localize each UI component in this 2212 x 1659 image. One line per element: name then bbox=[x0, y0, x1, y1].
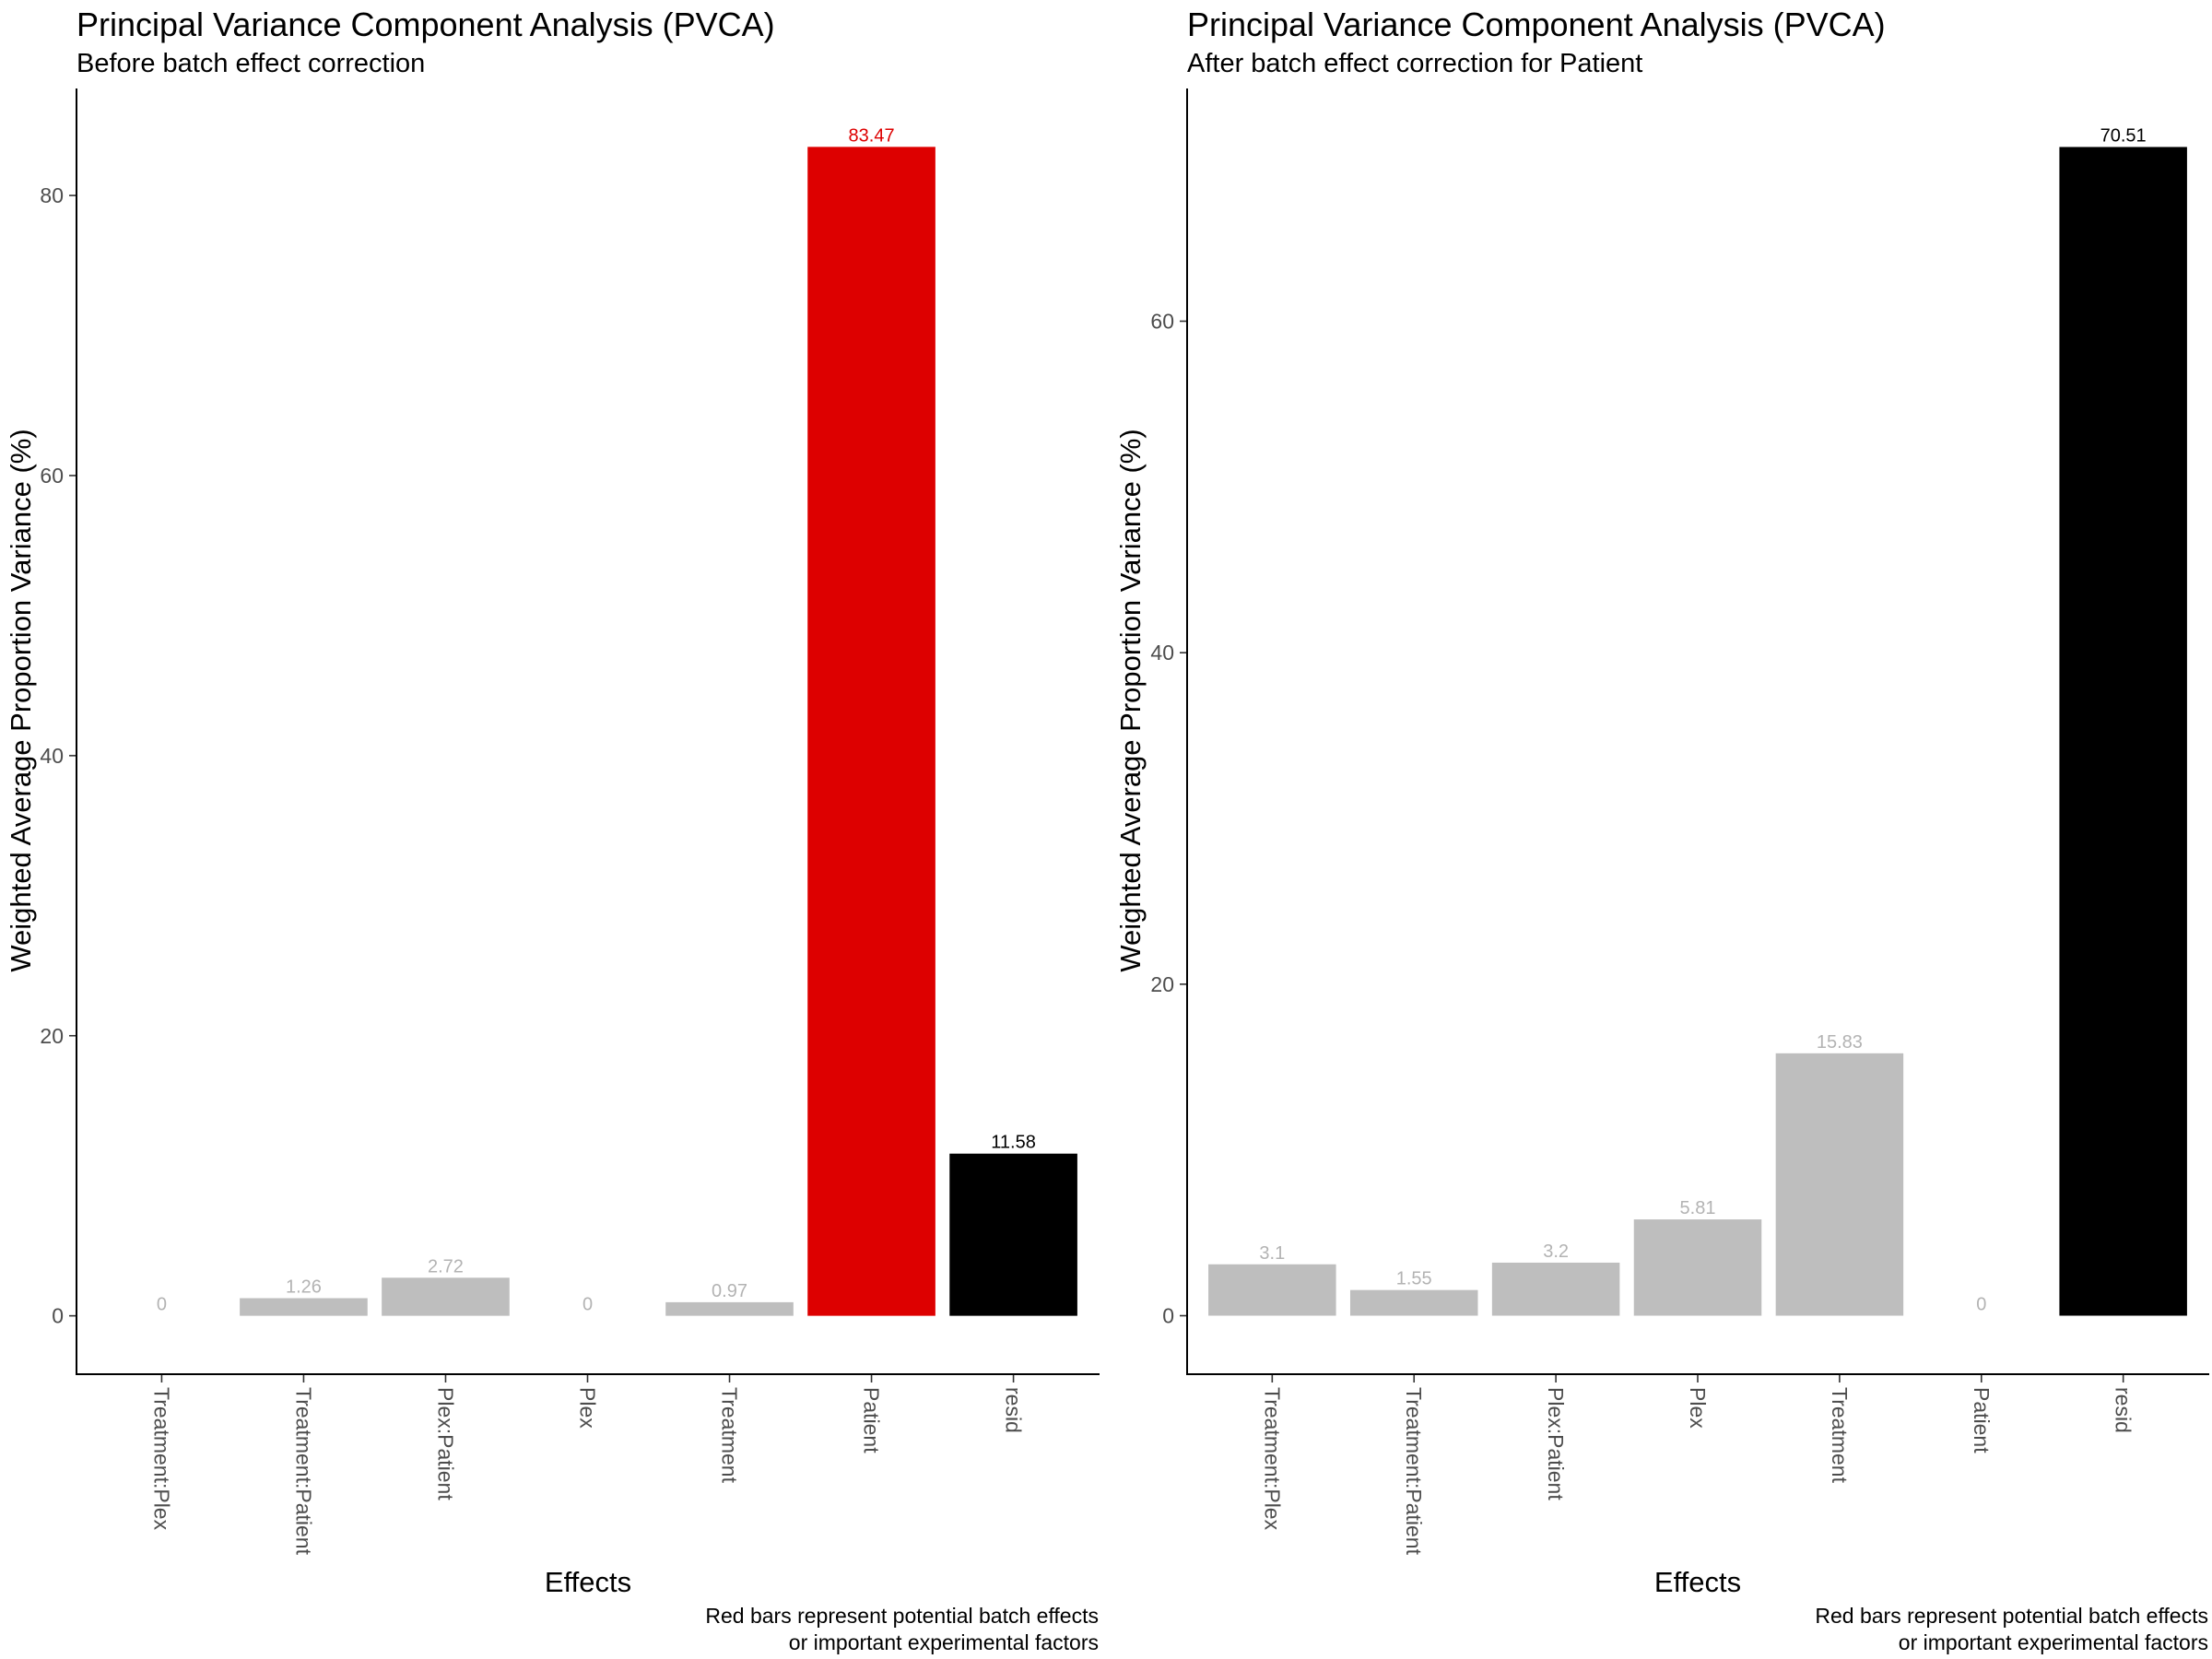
bar-plex bbox=[1633, 1219, 1762, 1316]
x-tick-label-treatment: Treatment bbox=[1828, 1387, 1852, 1484]
bar-treatment-patient bbox=[240, 1298, 368, 1316]
chart-subtitle: Before batch effect correction bbox=[76, 49, 425, 78]
y-ticks: 0 20 40 60 bbox=[1150, 309, 1187, 1328]
caption-line-1: Red bars represent potential batch effec… bbox=[1815, 1604, 2208, 1628]
x-tick-label-patient: Patient bbox=[860, 1387, 884, 1453]
x-tick-label-patient: Patient bbox=[1970, 1387, 1994, 1453]
bar-value-label-plex-patient: 2.72 bbox=[428, 1256, 464, 1277]
bar-treatment-patient bbox=[1349, 1289, 1478, 1316]
y-tick-label: 80 bbox=[40, 183, 64, 207]
chart-panel-before: Principal Variance Component Analysis (P… bbox=[5, 6, 1100, 1654]
y-axis-title: Weighted Average Proportion Variance (%) bbox=[5, 429, 37, 971]
y-tick-label: 20 bbox=[1150, 972, 1174, 996]
caption-line-2: or important experimental factors bbox=[789, 1630, 1099, 1654]
x-tick-label-treatment-patient: Treatment:Patient bbox=[1402, 1387, 1426, 1556]
bar-plex-patient bbox=[1491, 1262, 1620, 1316]
bar-value-label-plex: 0 bbox=[582, 1295, 593, 1315]
chart-title: Principal Variance Component Analysis (P… bbox=[1187, 6, 1886, 43]
y-ticks: 0 20 40 60 80 bbox=[40, 183, 76, 1328]
bar-treatment bbox=[665, 1301, 794, 1316]
bar-patient bbox=[807, 147, 935, 1316]
bar-value-label-treatment-plex: 3.1 bbox=[1259, 1243, 1285, 1264]
x-tick-label-treatment-plex: Treatment:Plex bbox=[149, 1387, 173, 1531]
x-tick-label-resid: resid bbox=[2112, 1387, 2136, 1433]
chart-panel-after: Principal Variance Component Analysis (P… bbox=[1114, 6, 2209, 1654]
x-ticks: Treatment:Plex Treatment:Patient Plex:Pati… bbox=[1260, 1374, 2136, 1556]
y-tick-label: 40 bbox=[1150, 641, 1174, 665]
x-tick-label-treatment-patient: Treatment:Patient bbox=[291, 1387, 315, 1556]
bar-value-label-treatment-plex: 0 bbox=[157, 1295, 167, 1315]
bar-value-label-treatment-patient: 1.55 bbox=[1396, 1269, 1432, 1289]
y-tick-label: 40 bbox=[40, 744, 64, 768]
x-tick-label-treatment: Treatment bbox=[718, 1387, 742, 1484]
bar-value-label-plex-patient: 3.2 bbox=[1543, 1241, 1569, 1262]
bar-labels: 3.1 1.55 3.2 5.81 15.83 0 70.51 bbox=[1259, 125, 2146, 1314]
x-axis-title: Effects bbox=[545, 1566, 631, 1598]
caption-line-1: Red bars represent potential batch effec… bbox=[705, 1604, 1099, 1628]
y-tick-label: 60 bbox=[40, 464, 64, 488]
y-tick-label: 60 bbox=[1150, 309, 1174, 333]
chart-title: Principal Variance Component Analysis (P… bbox=[76, 6, 775, 43]
bar-plex-patient bbox=[382, 1277, 510, 1316]
bar-value-label-patient: 83.47 bbox=[849, 125, 895, 146]
bar-value-label-patient: 0 bbox=[1976, 1295, 1986, 1315]
bar-resid bbox=[949, 1153, 1077, 1316]
bar-treatment-plex bbox=[1208, 1264, 1336, 1316]
bar-value-label-treatment: 15.83 bbox=[1817, 1032, 1863, 1053]
x-tick-label-plex: Plex bbox=[576, 1387, 600, 1429]
x-tick-label-plex-patient: Plex:Patient bbox=[433, 1387, 457, 1500]
caption-line-2: or important experimental factors bbox=[1899, 1630, 2208, 1654]
x-tick-label-resid: resid bbox=[1002, 1387, 1026, 1433]
x-tick-label-plex-patient: Plex:Patient bbox=[1544, 1387, 1568, 1500]
bars bbox=[1208, 147, 2187, 1316]
bar-value-label-treatment: 0.97 bbox=[712, 1281, 747, 1301]
y-tick-label: 0 bbox=[1162, 1304, 1174, 1328]
x-tick-label-plex: Plex bbox=[1686, 1387, 1710, 1429]
y-axis-title: Weighted Average Proportion Variance (%) bbox=[1114, 429, 1147, 971]
bar-value-label-plex: 5.81 bbox=[1680, 1198, 1716, 1218]
bar-treatment bbox=[1775, 1053, 1904, 1316]
x-axis-title: Effects bbox=[1654, 1566, 1741, 1598]
y-tick-label: 0 bbox=[52, 1304, 64, 1328]
bar-value-label-resid: 11.58 bbox=[991, 1133, 1036, 1153]
bar-labels: 0 1.26 2.72 0 0.97 83.47 11.58 bbox=[157, 125, 1036, 1314]
bars bbox=[240, 147, 1077, 1316]
bar-resid bbox=[2059, 147, 2187, 1316]
bar-value-label-resid: 70.51 bbox=[2100, 125, 2147, 146]
chart-subtitle: After batch effect correction for Patien… bbox=[1187, 49, 1642, 78]
x-tick-label-treatment-plex: Treatment:Plex bbox=[1260, 1387, 1284, 1531]
bar-value-label-treatment-patient: 1.26 bbox=[286, 1277, 322, 1297]
y-tick-label: 20 bbox=[40, 1024, 64, 1048]
x-ticks: Treatment:Plex Treatment:Patient Plex:Pati… bbox=[149, 1374, 1026, 1556]
